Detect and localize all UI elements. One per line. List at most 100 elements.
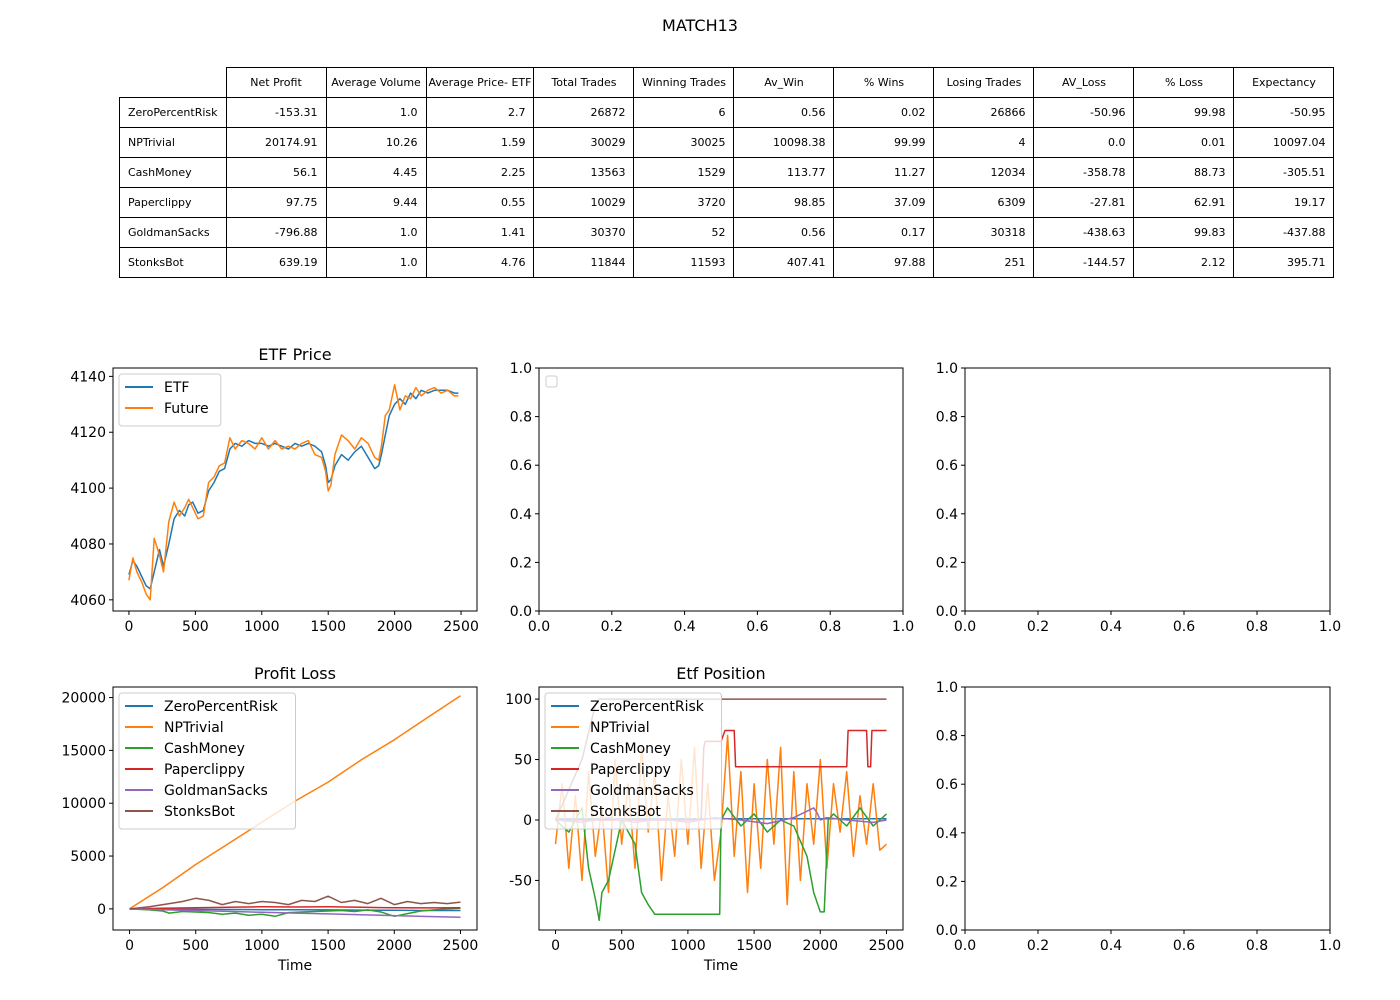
table-cell: 1.59 xyxy=(425,127,535,158)
y-tick-label: 0.0 xyxy=(936,923,958,939)
table-row: StonksBot 639.19 1.0 4.76 11844 11593 407.41 97… xyxy=(119,247,1335,278)
x-tick-label: 2500 xyxy=(443,619,479,635)
x-tick-label: 0.6 xyxy=(1173,619,1195,635)
table-row: Paperclippy 97.75 9.44 0.55 10029 3720 98.85 37… xyxy=(119,187,1335,218)
x-tick-label: 0.4 xyxy=(673,619,695,635)
table-cell: 639.19 xyxy=(225,247,327,278)
y-tick-label: 1.0 xyxy=(936,361,958,377)
table-cell: 9.44 xyxy=(325,187,427,218)
table-cell: 4.76 xyxy=(425,247,535,278)
y-tick-label: 1.0 xyxy=(936,680,958,696)
chart-title: Profit Loss xyxy=(254,664,336,683)
table-cell: 56.1 xyxy=(225,157,327,188)
x-tick-label: 0.2 xyxy=(1027,619,1049,635)
table-row: NPTrivial 20174.91 10.26 1.59 30029 30025 1009… xyxy=(119,127,1335,158)
y-tick-label: 100 xyxy=(505,692,532,708)
axes-frame xyxy=(964,686,1331,931)
table-cell: 30370 xyxy=(533,217,635,248)
table-cell: 98.85 xyxy=(733,187,835,218)
x-tick-label: 1500 xyxy=(736,938,772,954)
y-tick-label: 4100 xyxy=(70,481,106,497)
table-cell: 1.0 xyxy=(325,97,427,128)
row-label: GoldmanSacks xyxy=(119,217,227,248)
chart-empty-top-right: 0.0 0.2 0.4 0.6 0.8 1.0 0.0 0.2 0.4 0.6 0.8 1.0 xyxy=(936,361,1341,635)
x-tick-label: 0 xyxy=(125,938,134,954)
row-label: NPTrivial xyxy=(119,127,227,158)
x-tick-label: 0.8 xyxy=(1246,619,1268,635)
legend-label: Paperclippy xyxy=(590,762,671,778)
table-cell: 251 xyxy=(933,247,1035,278)
x-axis-label: Time xyxy=(703,958,738,974)
table-cell: 1.0 xyxy=(325,217,427,248)
y-tick-label: -50 xyxy=(509,873,532,889)
y-tick-label: 0.4 xyxy=(936,507,958,523)
x-tick-label: 0.6 xyxy=(1173,938,1195,954)
y-tick-label: 0.4 xyxy=(936,826,958,842)
column-header: Average Price- ETF xyxy=(425,67,535,98)
table-cell: 2.12 xyxy=(1133,247,1235,278)
legend-label: StonksBot xyxy=(164,804,235,820)
chart-title: Etf Position xyxy=(676,664,765,683)
axes-frame xyxy=(538,367,904,612)
y-tick-label: 0 xyxy=(97,902,106,918)
x-tick-label: 0.8 xyxy=(819,619,841,635)
x-tick-label: 0 xyxy=(551,938,560,954)
column-header: % Wins xyxy=(833,67,935,98)
series-line-stonksbot xyxy=(129,895,461,910)
y-tick-label: 0.6 xyxy=(510,458,532,474)
x-tick-label: 0.6 xyxy=(746,619,768,635)
table-cell: 20174.91 xyxy=(225,127,327,158)
table-body: ZeroPercentRisk -153.31 1.0 2.7 26872 6 0.56 0.… xyxy=(119,97,1335,278)
legend-label: ZeroPercentRisk xyxy=(590,699,705,715)
axes-frame xyxy=(538,686,904,931)
y-tick-label: 0.8 xyxy=(936,729,958,745)
legend-label: Future xyxy=(164,401,209,417)
table-cell: -437.88 xyxy=(1233,217,1335,248)
legend: ETF Future xyxy=(118,373,222,427)
table-cell: 26872 xyxy=(533,97,635,128)
y-tick-label: 0.0 xyxy=(510,604,532,620)
y-tick-label: 20000 xyxy=(61,691,106,707)
column-header: Expectancy xyxy=(1233,67,1335,98)
y-tick-label: 0.8 xyxy=(936,410,958,426)
legend: ZeroPercentRisk NPTrivial CashMoney Papercl… xyxy=(118,692,296,830)
table-cell: 19.17 xyxy=(1233,187,1335,218)
chart-empty-top-middle: 0.0 0.2 0.4 0.6 0.8 1.0 0.0 0.2 0.4 0.6 0.8 1.0 xyxy=(510,361,914,635)
table-cell: -796.88 xyxy=(225,217,327,248)
legend-label: StonksBot xyxy=(590,804,661,820)
x-tick-label: 1000 xyxy=(244,619,280,635)
x-tick-label: 1500 xyxy=(310,619,346,635)
table-cell: 37.09 xyxy=(833,187,935,218)
legend-label: NPTrivial xyxy=(590,720,650,736)
y-tick-label: 0.4 xyxy=(510,507,532,523)
legend-label: GoldmanSacks xyxy=(164,783,268,799)
x-tick-label: 0.4 xyxy=(1100,938,1122,954)
x-tick-label: 500 xyxy=(608,938,635,954)
table-cell: 97.88 xyxy=(833,247,935,278)
axes-frame xyxy=(112,686,478,931)
table-cell: 11.27 xyxy=(833,157,935,188)
chart-etf-price: 0 500 1000 1500 2000 2500 4060 4080 4100 4120 4140… xyxy=(70,345,479,635)
y-tick-label: 4080 xyxy=(70,537,106,553)
x-tick-label: 0.0 xyxy=(528,619,550,635)
table-cell: 0.17 xyxy=(833,217,935,248)
x-tick-label: 2500 xyxy=(869,938,905,954)
legend: ZeroPercentRisk NPTrivial CashMoney Papercl… xyxy=(544,692,722,830)
y-tick-label: 5000 xyxy=(70,849,106,865)
table-cell: -358.78 xyxy=(1033,157,1135,188)
x-tick-label: 500 xyxy=(182,938,209,954)
x-tick-label: 2000 xyxy=(376,938,412,954)
column-header: Net Profit xyxy=(225,67,327,98)
table-cell: 0.56 xyxy=(733,217,835,248)
table-cell: 407.41 xyxy=(733,247,835,278)
legend-label: CashMoney xyxy=(590,741,671,757)
table-cell: 30318 xyxy=(933,217,1035,248)
y-tick-label: 10000 xyxy=(61,796,106,812)
legend-label: GoldmanSacks xyxy=(590,783,694,799)
x-tick-label: 0.4 xyxy=(1100,619,1122,635)
x-tick-label: 0 xyxy=(124,619,133,635)
y-tick-label: 50 xyxy=(514,753,532,769)
legend-box xyxy=(118,692,296,830)
legend-label: Paperclippy xyxy=(164,762,245,778)
